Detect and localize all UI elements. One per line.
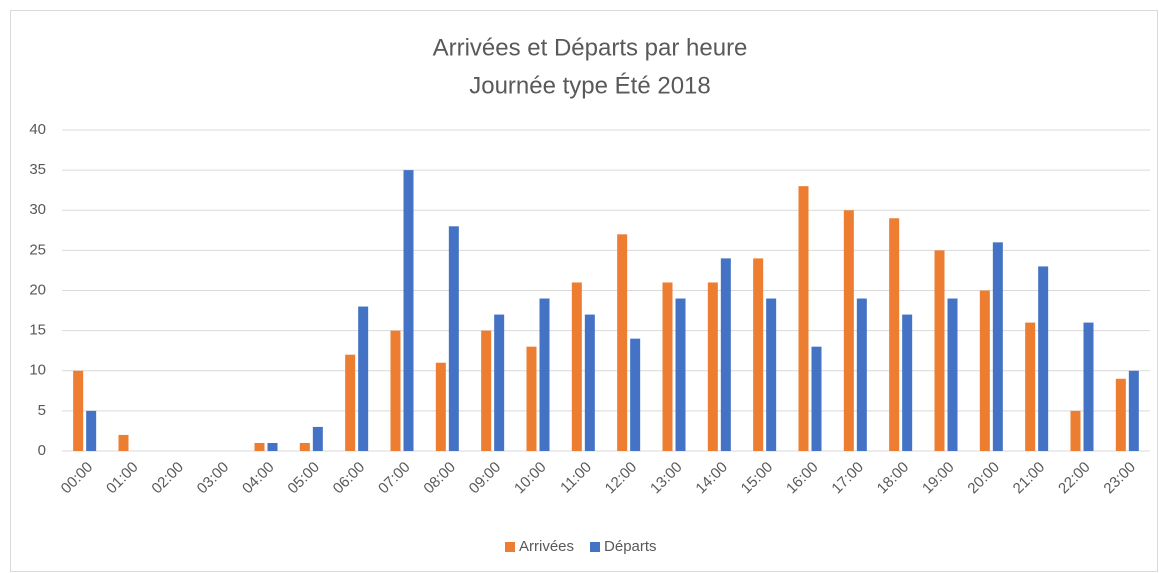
y-tick-label: 30 [29, 201, 46, 218]
bar [843, 210, 854, 451]
legend-swatch [505, 542, 515, 552]
y-tick-label: 5 [38, 402, 46, 419]
bar [889, 218, 900, 451]
bar [481, 330, 492, 451]
bar [448, 226, 459, 451]
bar [358, 306, 369, 451]
y-tick-label: 40 [29, 121, 46, 138]
bar [1070, 410, 1081, 451]
bar [1128, 370, 1139, 451]
bar [584, 314, 595, 451]
bar [766, 298, 777, 451]
bar [267, 442, 278, 451]
bar [1083, 322, 1094, 451]
bar [675, 298, 686, 451]
bar [902, 314, 913, 451]
bar [798, 186, 809, 452]
bar [856, 298, 867, 451]
chart-title: Arrivées et Départs par heure [433, 34, 748, 61]
bar [526, 346, 537, 451]
y-tick-label: 15 [29, 322, 46, 339]
bar [617, 234, 628, 451]
y-tick-label: 10 [29, 362, 46, 379]
bar [947, 298, 958, 451]
bar [934, 250, 945, 451]
y-tick-label: 25 [29, 241, 46, 258]
bar [811, 346, 822, 451]
bar [403, 170, 414, 451]
bar [86, 410, 97, 451]
bar [1038, 266, 1049, 451]
legend-label: Départs [604, 538, 657, 555]
bar [753, 258, 764, 451]
bar [1025, 322, 1036, 451]
bar [254, 442, 265, 451]
bar [539, 298, 550, 451]
bar [979, 290, 990, 451]
bar [630, 338, 641, 451]
bar [390, 330, 401, 451]
bar [720, 258, 731, 451]
y-tick-label: 20 [29, 281, 46, 298]
bar [312, 426, 323, 451]
bar [571, 282, 582, 451]
bar [707, 282, 718, 451]
bar [299, 442, 310, 451]
bar [494, 314, 505, 451]
bar [1115, 378, 1126, 451]
legend-label: Arrivées [519, 538, 574, 555]
bar [435, 362, 446, 451]
legend-swatch [590, 542, 601, 552]
bar [345, 354, 356, 451]
bar [118, 434, 129, 451]
bar [992, 242, 1003, 451]
chart-subtitle: Journée type Été 2018 [469, 72, 711, 99]
bar [73, 370, 84, 451]
bar [662, 282, 673, 451]
y-tick-label: 0 [38, 442, 46, 459]
y-tick-label: 35 [29, 161, 46, 178]
